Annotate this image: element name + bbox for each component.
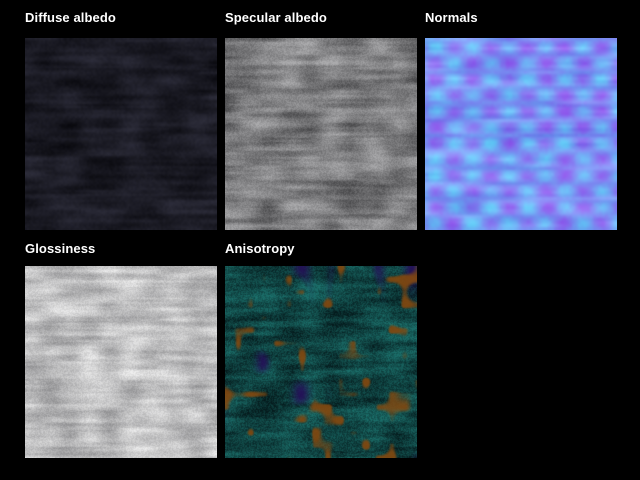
diffuse-albedo-label: Diffuse albedo bbox=[25, 10, 116, 25]
panel-anisotropy: Anisotropy bbox=[225, 242, 417, 458]
glossiness-map bbox=[25, 266, 217, 458]
panel-specular-albedo: Specular albedo bbox=[225, 11, 417, 230]
anisotropy-map bbox=[225, 266, 417, 458]
panel-diffuse-albedo: Diffuse albedo bbox=[25, 11, 217, 230]
panel-normals: Normals bbox=[425, 11, 617, 230]
normals-label: Normals bbox=[425, 10, 478, 25]
specular-albedo-label: Specular albedo bbox=[225, 10, 327, 25]
normals-map bbox=[425, 38, 617, 230]
diffuse-albedo-map bbox=[25, 38, 217, 230]
anisotropy-label: Anisotropy bbox=[225, 241, 295, 256]
glossiness-label: Glossiness bbox=[25, 241, 96, 256]
specular-albedo-map bbox=[225, 38, 417, 230]
panel-glossiness: Glossiness bbox=[25, 242, 217, 458]
